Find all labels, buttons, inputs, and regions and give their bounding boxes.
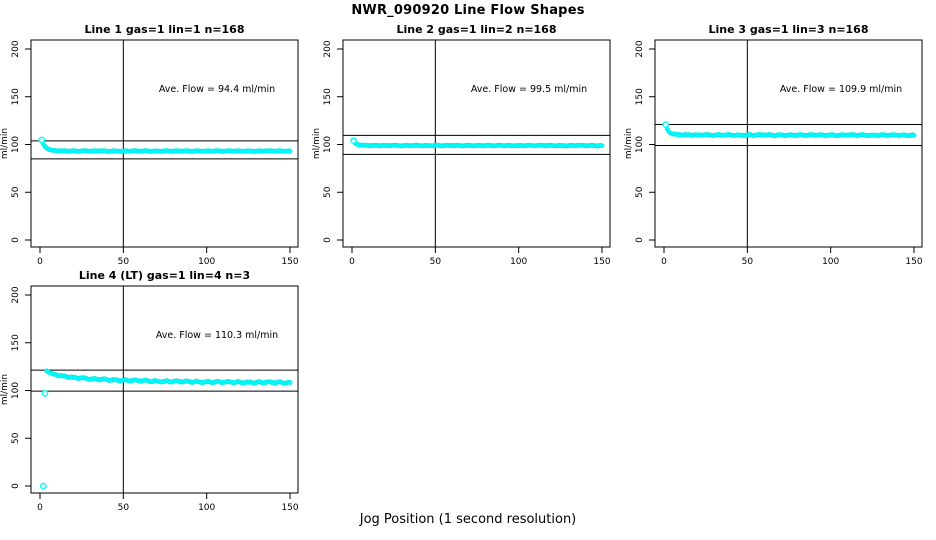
plot-box xyxy=(342,39,611,248)
x-tick-label: 100 xyxy=(198,257,215,267)
y-tick-label: 100 xyxy=(323,136,333,153)
outlier-point xyxy=(38,136,46,144)
x-tick-label: 0 xyxy=(661,257,667,267)
y-tick-label: 200 xyxy=(323,40,333,57)
x-tick-label: 150 xyxy=(593,257,610,267)
panel-title: Line 3 gas=1 lin=3 n=168 xyxy=(708,23,868,36)
x-tick-label: 150 xyxy=(281,257,298,267)
x-tick-label: 0 xyxy=(349,257,355,267)
data-point xyxy=(287,148,293,154)
x-tick-label: 50 xyxy=(430,257,442,267)
data-point xyxy=(287,380,293,386)
panel-line-2-plot: Line 2 gas=1 lin=2 n=168 0 50 100 150 200 0 50 1… xyxy=(312,23,611,267)
panel-line-4-plot: Line 4 (LT) gas=1 lin=4 n=3 0 50 100 150 200 0… xyxy=(0,269,299,513)
y-tick-label: 50 xyxy=(11,186,21,198)
panel-line-2: Line 2 gas=1 lin=2 n=168 0 50 100 150 200 0 50 1… xyxy=(312,20,624,270)
y-tick-label: 100 xyxy=(11,136,21,153)
x-tick-label: 0 xyxy=(37,257,43,267)
panel-line-1-plot: Line 1 gas=1 lin=1 n=168 0 50 100 150 200 0 50 1… xyxy=(0,23,299,267)
y-tick-label: 200 xyxy=(635,40,645,57)
panel-line-4: Line 4 (LT) gas=1 lin=4 n=3 0 50 100 150 200 0… xyxy=(0,266,312,516)
x-tick-label: 100 xyxy=(198,503,215,513)
y-tick-label: 150 xyxy=(323,88,333,105)
y-axis-label: ml/min xyxy=(312,128,322,159)
y-tick-label: 150 xyxy=(635,88,645,105)
x-axis-label: Jog Position (1 second resolution) xyxy=(359,512,577,527)
x-tick-label: 0 xyxy=(37,503,43,513)
ave-flow-annotation: Ave. Flow = 109.9 ml/min xyxy=(780,84,902,95)
panel-title: Line 1 gas=1 lin=1 n=168 xyxy=(84,23,244,36)
y-tick-label: 50 xyxy=(635,186,645,198)
ave-flow-annotation: Ave. Flow = 99.5 ml/min xyxy=(471,84,587,95)
y-axis-label: ml/min xyxy=(0,374,10,405)
outlier-point xyxy=(350,137,358,145)
y-tick-label: 150 xyxy=(11,334,21,351)
data-point xyxy=(599,143,605,149)
x-tick-label: 50 xyxy=(118,503,130,513)
x-tick-label: 50 xyxy=(118,257,130,267)
x-tick-label: 100 xyxy=(822,257,839,267)
x-tick-label: 150 xyxy=(281,503,298,513)
data-point xyxy=(911,132,917,138)
y-axis-label: ml/min xyxy=(0,128,10,159)
y-tick-label: 150 xyxy=(11,88,21,105)
plot-box xyxy=(654,39,923,248)
panel-line-3: Line 3 gas=1 lin=3 n=168 0 50 100 150 200 0 50 1… xyxy=(624,20,936,270)
panel-line-1: Line 1 gas=1 lin=1 n=168 0 50 100 150 200 0 50 1… xyxy=(0,20,312,270)
y-tick-label: 0 xyxy=(323,237,333,243)
y-tick-label: 50 xyxy=(11,432,21,444)
outlier-point xyxy=(662,121,670,128)
x-tick-label: 100 xyxy=(510,257,527,267)
y-tick-label: 200 xyxy=(11,286,21,303)
x-tick-label: 50 xyxy=(742,257,754,267)
y-tick-label: 200 xyxy=(11,40,21,57)
main-title: NWR_090920 Line Flow Shapes xyxy=(351,3,585,18)
y-tick-label: 0 xyxy=(635,237,645,243)
ave-flow-annotation: Ave. Flow = 94.4 ml/min xyxy=(159,84,275,95)
y-tick-label: 100 xyxy=(635,136,645,153)
y-tick-label: 100 xyxy=(11,382,21,399)
y-tick-label: 0 xyxy=(11,237,21,243)
panel-line-3-plot: Line 3 gas=1 lin=3 n=168 0 50 100 150 200 0 50 1… xyxy=(624,23,923,267)
plot-box xyxy=(30,285,299,494)
outlier-point xyxy=(41,390,49,397)
outlier-point xyxy=(39,482,47,490)
panel-title: Line 2 gas=1 lin=2 n=168 xyxy=(396,23,556,36)
x-tick-label: 150 xyxy=(905,257,922,267)
plot-box xyxy=(30,39,299,248)
y-axis-label: ml/min xyxy=(624,128,634,159)
y-tick-label: 0 xyxy=(11,483,21,489)
panel-title: Line 4 (LT) gas=1 lin=4 n=3 xyxy=(79,269,250,282)
ave-flow-annotation: Ave. Flow = 110.3 ml/min xyxy=(156,330,278,341)
y-tick-label: 50 xyxy=(323,186,333,198)
